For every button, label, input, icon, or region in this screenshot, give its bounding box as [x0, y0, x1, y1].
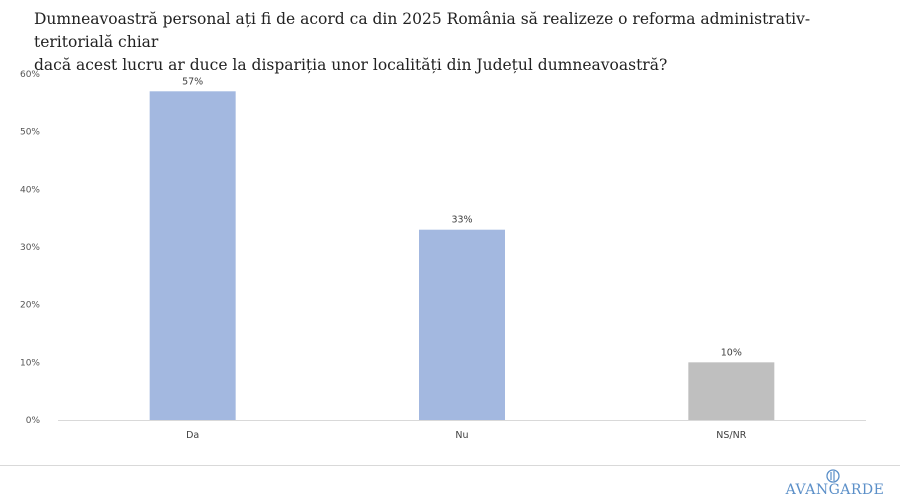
x-tick-label: Da: [186, 430, 199, 441]
logo-mark-icon: [826, 469, 840, 483]
bar: [688, 362, 775, 420]
chart-title-line-1: Dumneavoastră personal ați fi de acord c…: [34, 10, 811, 51]
bar: [419, 229, 505, 420]
y-tick-label: 0%: [26, 416, 41, 426]
chart-title-line-2: dacă acest lucru ar duce la dispariția u…: [34, 56, 668, 74]
footer-divider: [0, 465, 900, 466]
x-tick-label: Nu: [455, 430, 468, 441]
data-label: 10%: [721, 347, 742, 358]
data-label: 33%: [451, 215, 472, 226]
x-tick-label: NS/NR: [716, 430, 746, 441]
logo-text: AVANGARDE: [785, 482, 885, 498]
avangarde-logo: AVANGARDE: [780, 467, 890, 499]
y-tick-label: 60%: [20, 70, 40, 80]
bar-chart: 0% 10% 20% 30% 40% 50% 60% 57% Da 33% Nu 10% NS/NR: [20, 70, 866, 441]
y-tick-label: 10%: [20, 358, 40, 368]
data-label: 57%: [182, 76, 203, 87]
y-tick-label: 50%: [20, 128, 40, 138]
y-tick-label: 20%: [20, 301, 40, 311]
chart-title: Dumneavoastră personal ați fi de acord c…: [34, 8, 884, 77]
bar: [149, 91, 236, 421]
y-tick-label: 40%: [20, 185, 40, 195]
y-tick-label: 30%: [20, 243, 40, 253]
